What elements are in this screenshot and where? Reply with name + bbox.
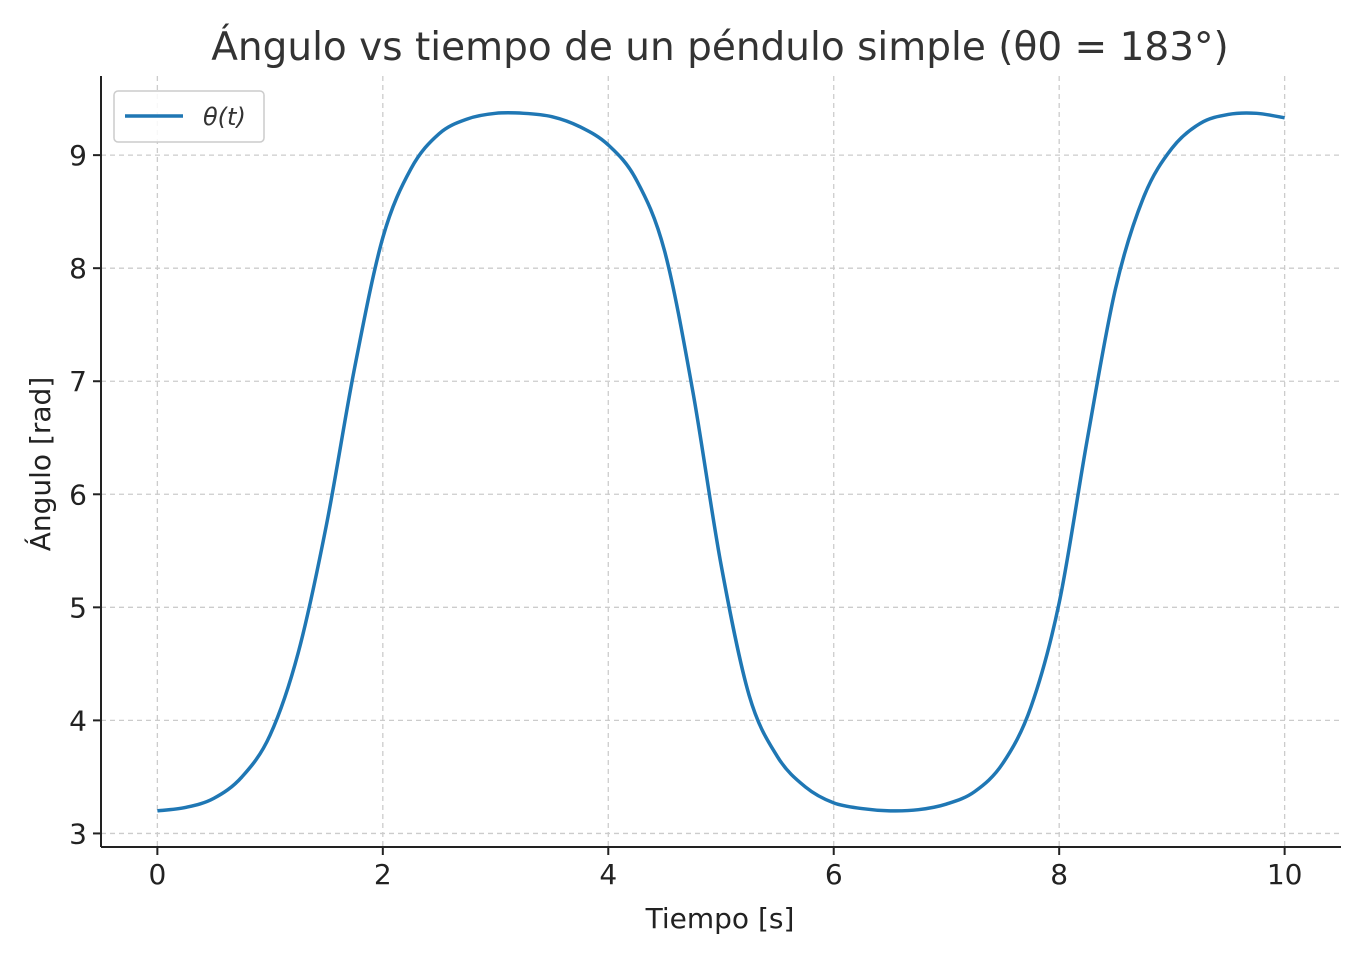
y-axis-ticks: 3 4 5 6 7 8 9 (69, 139, 101, 850)
x-tick-label: 10 (1267, 858, 1303, 891)
x-axis-ticks: 0 2 4 6 8 10 (148, 847, 1302, 891)
x-tick-label: 0 (148, 858, 166, 891)
x-tick-label: 6 (825, 858, 843, 891)
grid (101, 76, 1341, 847)
y-tick-label: 8 (69, 252, 87, 285)
y-tick-label: 4 (69, 704, 87, 737)
x-tick-label: 2 (374, 858, 392, 891)
legend-box (113, 90, 265, 143)
series-line-theta (157, 110, 1285, 813)
legend: θ(t) (113, 90, 265, 143)
y-tick-label: 3 (69, 817, 87, 850)
y-tick-label: 6 (69, 478, 87, 511)
y-tick-label: 7 (69, 365, 87, 398)
y-axis-label: Ángulo [rad] (23, 377, 57, 552)
x-axis-label: Tiempo [s] (645, 902, 795, 935)
x-tick-label: 4 (599, 858, 617, 891)
legend-label: θ(t) (203, 103, 246, 131)
x-tick-label: 8 (1050, 858, 1068, 891)
y-tick-label: 5 (69, 591, 87, 624)
chart-title: Ángulo vs tiempo de un péndulo simple (θ… (211, 23, 1229, 70)
y-tick-label: 9 (69, 139, 87, 172)
